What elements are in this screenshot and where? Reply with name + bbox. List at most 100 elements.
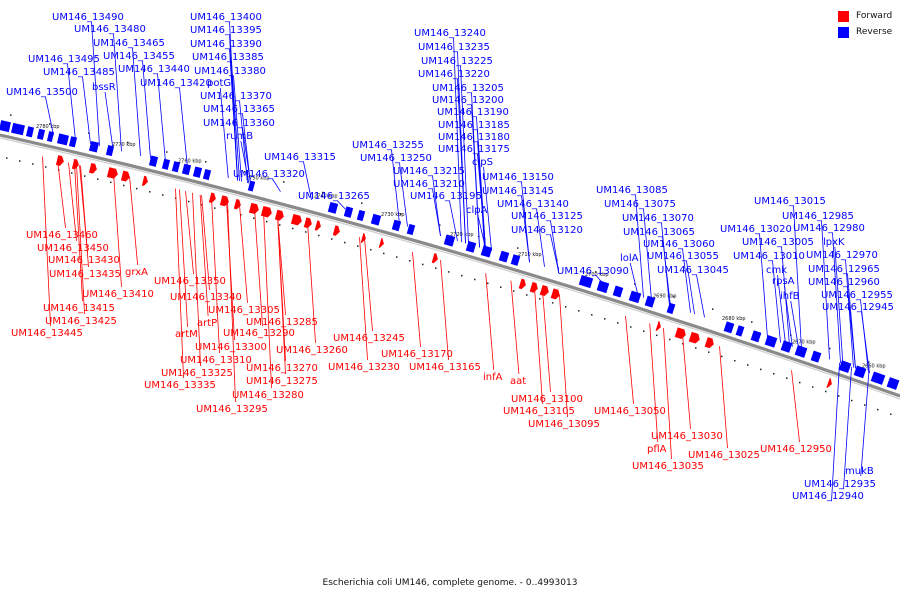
leader-line: [643, 208, 652, 301]
map-caption: Escherichia coli UM146, complete genome.…: [322, 578, 578, 588]
legend: Forward Reverse: [838, 8, 892, 40]
leader-line: [201, 195, 210, 291]
feature-dot: [149, 191, 151, 193]
feature-dot: [773, 373, 775, 375]
leader-line: [550, 234, 559, 272]
gene-label-reverse: UM146_13045: [657, 265, 729, 276]
feature-dot: [162, 194, 164, 196]
leader-line: [399, 162, 408, 227]
leader-line: [57, 160, 66, 229]
forward-gene-block: [260, 206, 272, 218]
feature-dot: [474, 278, 476, 281]
leader-line: [113, 173, 122, 288]
leader-line: [682, 248, 691, 313]
leader-line: [104, 91, 114, 150]
forward-gene-block: [219, 195, 229, 207]
forward-gene-block: [431, 253, 438, 264]
forward-gene-block: [290, 213, 302, 226]
reverse-gene-block: [750, 330, 762, 343]
reverse-gene-block: [0, 120, 11, 133]
gene-label-reverse: UM146_13150: [482, 172, 554, 183]
feature-dot: [721, 355, 723, 358]
leader-line: [229, 48, 238, 181]
feature-dot: [88, 132, 90, 134]
gene-label-reverse: clpA: [466, 205, 488, 216]
feature-dot: [201, 204, 203, 206]
leader-line: [861, 311, 870, 374]
reverse-gene-block: [794, 345, 808, 358]
reverse-gene-block: [810, 350, 822, 363]
reverse-gene-block: [343, 206, 354, 218]
reverse-gene-block: [510, 254, 521, 266]
leader-line: [831, 362, 840, 502]
forward-gene-block: [71, 158, 79, 170]
leader-line: [74, 164, 83, 302]
gene-label-forward: UM146_12950: [760, 444, 832, 455]
gene-label-reverse: UM146_12965: [808, 264, 880, 275]
forward-gene-block: [550, 288, 560, 300]
leader-line: [460, 65, 469, 245]
leader-line: [477, 214, 487, 250]
gene-label-reverse: UM146_13205: [432, 83, 504, 94]
feature-dots: [6, 114, 892, 415]
feature-dot: [240, 214, 242, 216]
leader-line: [834, 246, 844, 364]
gene-label-forward: UM146_13310: [180, 355, 252, 366]
leader-line: [142, 60, 151, 159]
feature-dot: [760, 368, 762, 371]
feature-dot: [877, 408, 879, 411]
feature-dot: [214, 207, 216, 209]
feature-dot: [539, 298, 541, 300]
leader-line: [686, 260, 695, 315]
kbp-tick-label: 2760 kbp: [178, 158, 202, 164]
feature-dot: [552, 302, 554, 304]
gene-label-reverse: UM146_12945: [822, 302, 894, 313]
gene-label-forward: UM146_13285: [246, 317, 318, 328]
leader-line: [307, 222, 316, 344]
gene-label-reverse: UM146_12970: [806, 250, 878, 261]
feature-dot: [643, 330, 645, 332]
feature-dot: [205, 161, 207, 163]
leader-line: [485, 273, 495, 371]
reverse-gene-block: [327, 201, 339, 214]
leader-line: [635, 194, 644, 298]
kbp-tick-label: 2700 kbp: [585, 272, 609, 278]
leader-line: [860, 372, 870, 477]
leader-line: [550, 220, 559, 272]
reverse-gene-block: [666, 302, 676, 315]
reverse-gene-block: [46, 131, 55, 142]
forward-gene-block: [141, 175, 148, 186]
reverse-gene-block: [370, 213, 382, 226]
gene-label-reverse: UM146_13005: [742, 237, 814, 248]
leader-line: [510, 280, 520, 375]
gene-label-reverse: UM146_13055: [647, 251, 719, 262]
leader-line: [263, 211, 272, 389]
feature-dot: [864, 404, 866, 406]
gene-label-reverse: UM146_13420: [140, 78, 212, 89]
reverse-gene-block: [171, 161, 181, 173]
leader-line: [67, 63, 76, 141]
gene-label-reverse: UM146_13220: [418, 69, 490, 80]
feature-dot: [712, 308, 714, 310]
kbp-tick-label: 2720 kbp: [450, 232, 474, 238]
feature-dot: [526, 294, 528, 296]
leader-line: [80, 165, 89, 268]
leader-line: [239, 204, 248, 304]
gene-label-reverse: UM146_12955: [821, 290, 893, 301]
feature-dot: [673, 295, 675, 298]
gene-label-reverse: UM146_12940: [792, 491, 864, 502]
gene-label-forward: UM146_13295: [196, 404, 268, 415]
reverse-gene-block: [838, 360, 852, 374]
gene-label-reverse: UM146_13070: [622, 213, 694, 224]
leader-line: [471, 104, 480, 248]
reverse-gene-block: [443, 234, 456, 247]
gene-label-forward: UM146_13415: [43, 303, 115, 314]
gene-label-forward: artM: [175, 329, 198, 340]
leader-line: [542, 290, 551, 393]
forward-gene-block: [332, 225, 340, 236]
gene-label-reverse: UM146_13010: [733, 251, 805, 262]
gene-label-forward: UM146_13445: [11, 328, 83, 339]
gene-label-reverse: UM146_13490: [52, 12, 124, 23]
